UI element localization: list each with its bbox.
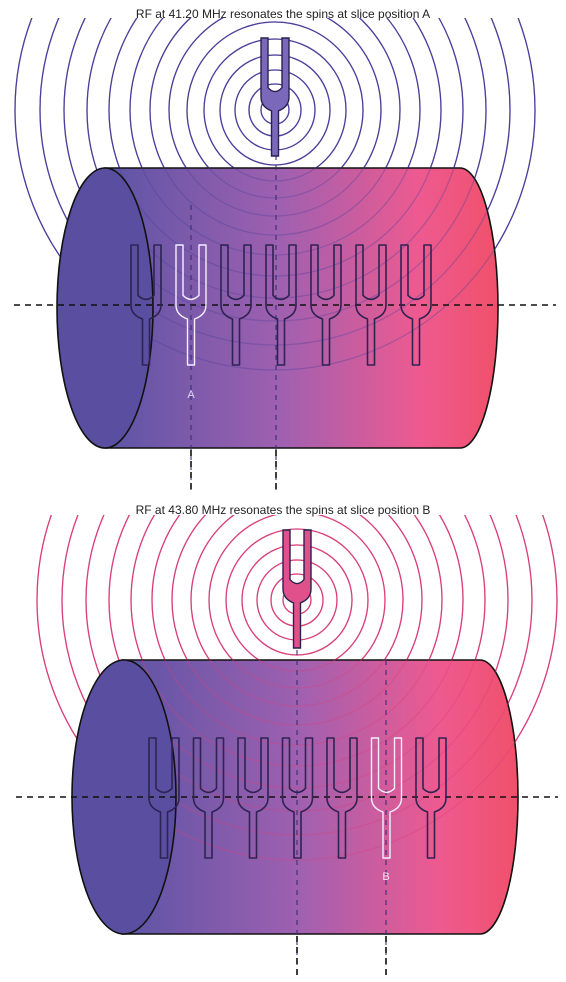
- rf-wave-overlay-ring: [203, 38, 347, 182]
- rf-wave-overlay-ring: [129, 18, 421, 256]
- spin-fork: [355, 244, 387, 366]
- rf-wave-overlay-ring: [149, 18, 401, 236]
- slice-label-a: A: [187, 389, 195, 401]
- panel-a: A: [14, 18, 556, 492]
- rf-wave-overlay-ring: [108, 515, 486, 789]
- spin-fork: [237, 737, 269, 859]
- rf-wave-overlay-ring: [190, 515, 404, 707]
- spin-fork-highlighted: [370, 737, 403, 859]
- rf-wave-overlay-ring: [130, 515, 464, 767]
- spin-fork: [415, 737, 447, 859]
- cylinder-body-b: [121, 659, 519, 935]
- spin-fork: [400, 244, 432, 366]
- spin-fork: [130, 244, 162, 366]
- rf-wave-overlay-ring: [186, 21, 364, 199]
- caption-slice-b: RF at 43.80 MHz resonates the spins at s…: [135, 503, 431, 517]
- rf-wave-rings-a-overlay: [14, 18, 536, 371]
- rf-wave-overlay-ring: [219, 54, 331, 166]
- spin-forks-b: [148, 737, 447, 859]
- slice-label-b: B: [382, 871, 389, 883]
- caption-slice-a: RF at 41.20 MHz resonates the spins at s…: [135, 7, 431, 21]
- rf-wave-overlay-ring: [208, 515, 386, 689]
- panel-b: B: [16, 515, 558, 980]
- rf-tuning-fork-b: [282, 529, 312, 649]
- spin-fork: [310, 244, 342, 366]
- rf-wave-overlay-ring: [168, 18, 382, 217]
- spin-fork: [148, 737, 180, 859]
- spin-fork: [192, 737, 225, 859]
- rf-wave-overlay-ring: [39, 18, 511, 346]
- source-fork: [282, 529, 312, 649]
- spin-fork: [281, 737, 314, 859]
- rf-wave-overlay-ring: [14, 18, 536, 371]
- rf-tuning-fork-a: [260, 37, 290, 157]
- rf-wave-overlay-ring: [63, 18, 487, 322]
- spin-fork: [326, 737, 358, 859]
- cylinder-endcap-a: [56, 167, 154, 449]
- spin-fork: [220, 244, 252, 366]
- rf-wave-overlay-ring: [108, 18, 442, 277]
- spin-forks-a: [130, 244, 432, 366]
- rf-wave-ring: [219, 54, 331, 166]
- cylinder-body-a: [104, 167, 499, 449]
- spin-fork: [265, 244, 297, 366]
- spin-fork-highlighted: [175, 244, 207, 366]
- source-fork: [260, 37, 290, 157]
